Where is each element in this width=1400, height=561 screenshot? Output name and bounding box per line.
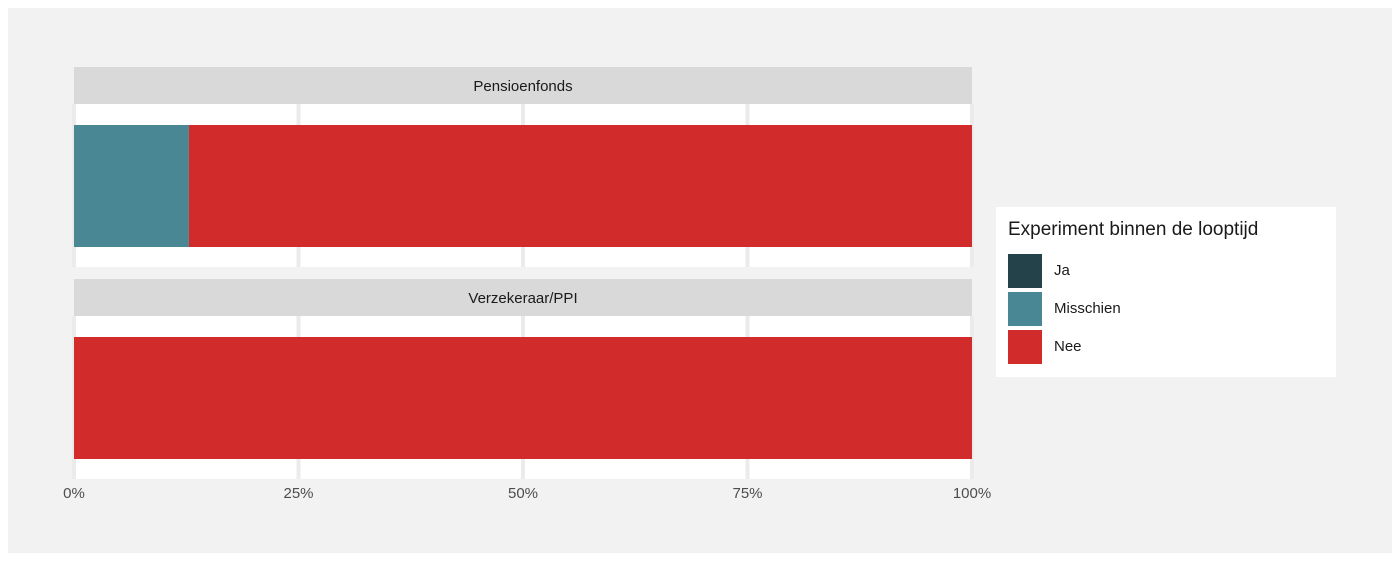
legend-item-ja: Ja [1008, 254, 1308, 288]
facet-strip-2 [74, 279, 972, 316]
facet-strip-1 [74, 67, 972, 104]
legend: Experiment binnen de looptijd Ja Misschi… [996, 207, 1336, 377]
legend-label-nee: Nee [1054, 338, 1082, 355]
legend-title: Experiment binnen de looptijd [1008, 219, 1259, 240]
facet-strip-2-label: Verzekeraar/PPI [468, 290, 577, 307]
x-tick-label: 75% [732, 485, 762, 502]
x-tick-label: 0% [63, 485, 85, 502]
bar-nee-2 [74, 337, 972, 459]
legend-label-ja: Ja [1054, 262, 1070, 279]
legend-label-misschien: Misschien [1054, 300, 1121, 317]
x-tick-label: 50% [508, 485, 538, 502]
legend-key-misschien [1008, 292, 1042, 326]
bars [74, 125, 973, 459]
bar-nee-1 [188, 125, 973, 247]
x-axis: 0% 25% 50% 75% 100% [63, 485, 991, 502]
bar-misschien-1 [74, 125, 189, 247]
x-tick-label: 25% [283, 485, 313, 502]
facet-strip-1-label: Pensioenfonds [473, 78, 572, 95]
x-tick-label: 100% [953, 485, 991, 502]
legend-item-misschien: Misschien [1008, 292, 1308, 326]
legend-key-nee [1008, 330, 1042, 364]
legend-item-nee: Nee [1008, 330, 1308, 364]
legend-key-ja [1008, 254, 1042, 288]
